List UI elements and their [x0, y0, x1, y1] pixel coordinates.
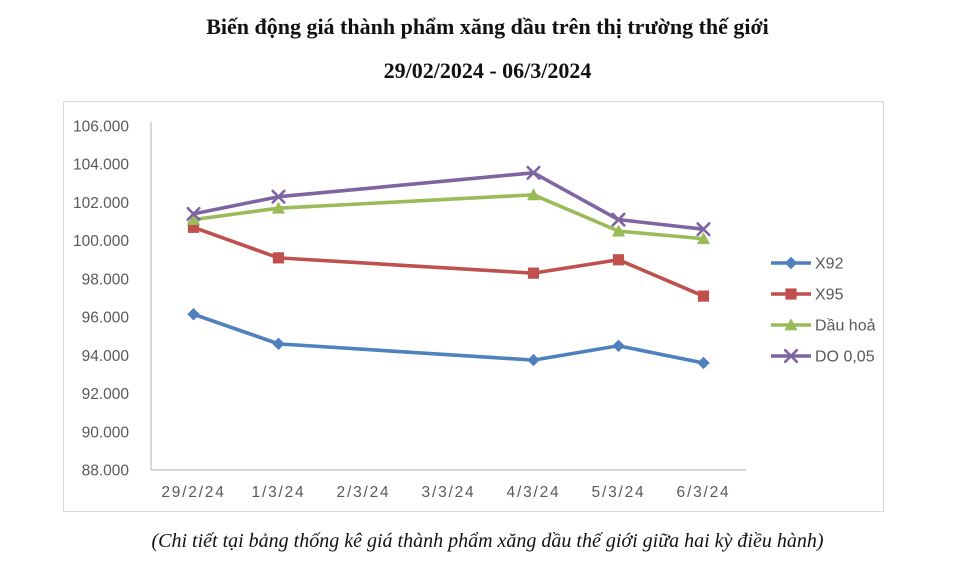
x-tick-label: 4/3/24: [507, 484, 561, 501]
diamond-marker: [272, 337, 285, 351]
square-marker: [785, 288, 797, 300]
triangle-marker: [696, 232, 711, 245]
x-marker: [611, 212, 626, 227]
diamond-marker: [612, 339, 625, 352]
triangle-marker: [611, 224, 626, 237]
square-marker: [527, 267, 540, 279]
triangle-marker: [784, 318, 798, 331]
y-tick-label: 102.000: [73, 195, 129, 212]
page-title: Biến động giá thành phẩm xăng dầu trên t…: [206, 14, 769, 39]
chart-frame: 88.000 90.000 92.000 94.000 96.000 98.000 100.…: [63, 101, 884, 512]
x-marker: [271, 189, 286, 204]
x-tick-label: 5/3/24: [592, 484, 646, 501]
y-tick-label: 90.000: [82, 424, 130, 441]
x-marker: [783, 348, 799, 364]
legend-label: DO 0,05: [815, 349, 875, 366]
y-tick-label: 92.000: [82, 386, 130, 403]
line-chart: 88.000 90.000 92.000 94.000 96.000 98.000 100.…: [73, 119, 876, 502]
y-tick-label: 100.000: [73, 233, 129, 250]
triangle-marker: [526, 188, 541, 201]
x-tick-label: 1/3/24: [252, 484, 306, 501]
x-tick-label: 29/2/24: [161, 484, 225, 501]
legend-item-DO 0,05: DO 0,05: [771, 349, 875, 366]
series-line: [191, 225, 706, 298]
legend-item-Dầu hoả: Dầu hoả: [771, 318, 876, 335]
series-Dầu hoả: [186, 188, 711, 245]
series-line: [191, 193, 706, 241]
x-marker: [696, 222, 711, 237]
y-tick-label: 94.000: [82, 348, 130, 365]
square-marker: [272, 252, 285, 264]
legend-item-X92: X92: [771, 256, 844, 273]
series-X92: [187, 308, 710, 370]
x-marker: [186, 206, 201, 222]
diamond-marker: [527, 353, 540, 367]
x-tick-label: 3/3/24: [422, 484, 476, 501]
y-tick-label: 106.000: [73, 119, 129, 136]
triangle-marker: [186, 213, 201, 226]
x-marker: [526, 165, 541, 180]
y-tick-label: 88.000: [82, 463, 130, 480]
y-tick-label: 104.000: [73, 157, 129, 174]
legend-item-X95: X95: [771, 287, 844, 304]
diamond-marker: [187, 308, 200, 321]
square-marker: [612, 254, 625, 266]
diamond-marker: [784, 256, 798, 270]
page-subtitle: 29/02/2024 - 06/3/2024: [383, 58, 592, 83]
y-tick-label: 96.000: [82, 310, 130, 327]
legend-label: X92: [815, 256, 844, 273]
legend-label: X95: [815, 287, 844, 304]
x-tick-label: 2/3/24: [337, 484, 391, 501]
legend-label: Dầu hoả: [815, 318, 876, 335]
y-tick-label: 98.000: [82, 271, 130, 288]
series-X95: [187, 221, 710, 302]
series-line: [191, 312, 706, 365]
square-marker: [187, 221, 200, 233]
triangle-marker: [271, 201, 286, 214]
caption: (Chi tiết tại bảng thống kê giá thành ph…: [151, 530, 824, 552]
diamond-marker: [697, 356, 710, 370]
x-tick-label: 6/3/24: [677, 484, 731, 501]
series-DO 0,05: [186, 165, 711, 237]
square-marker: [697, 290, 710, 302]
